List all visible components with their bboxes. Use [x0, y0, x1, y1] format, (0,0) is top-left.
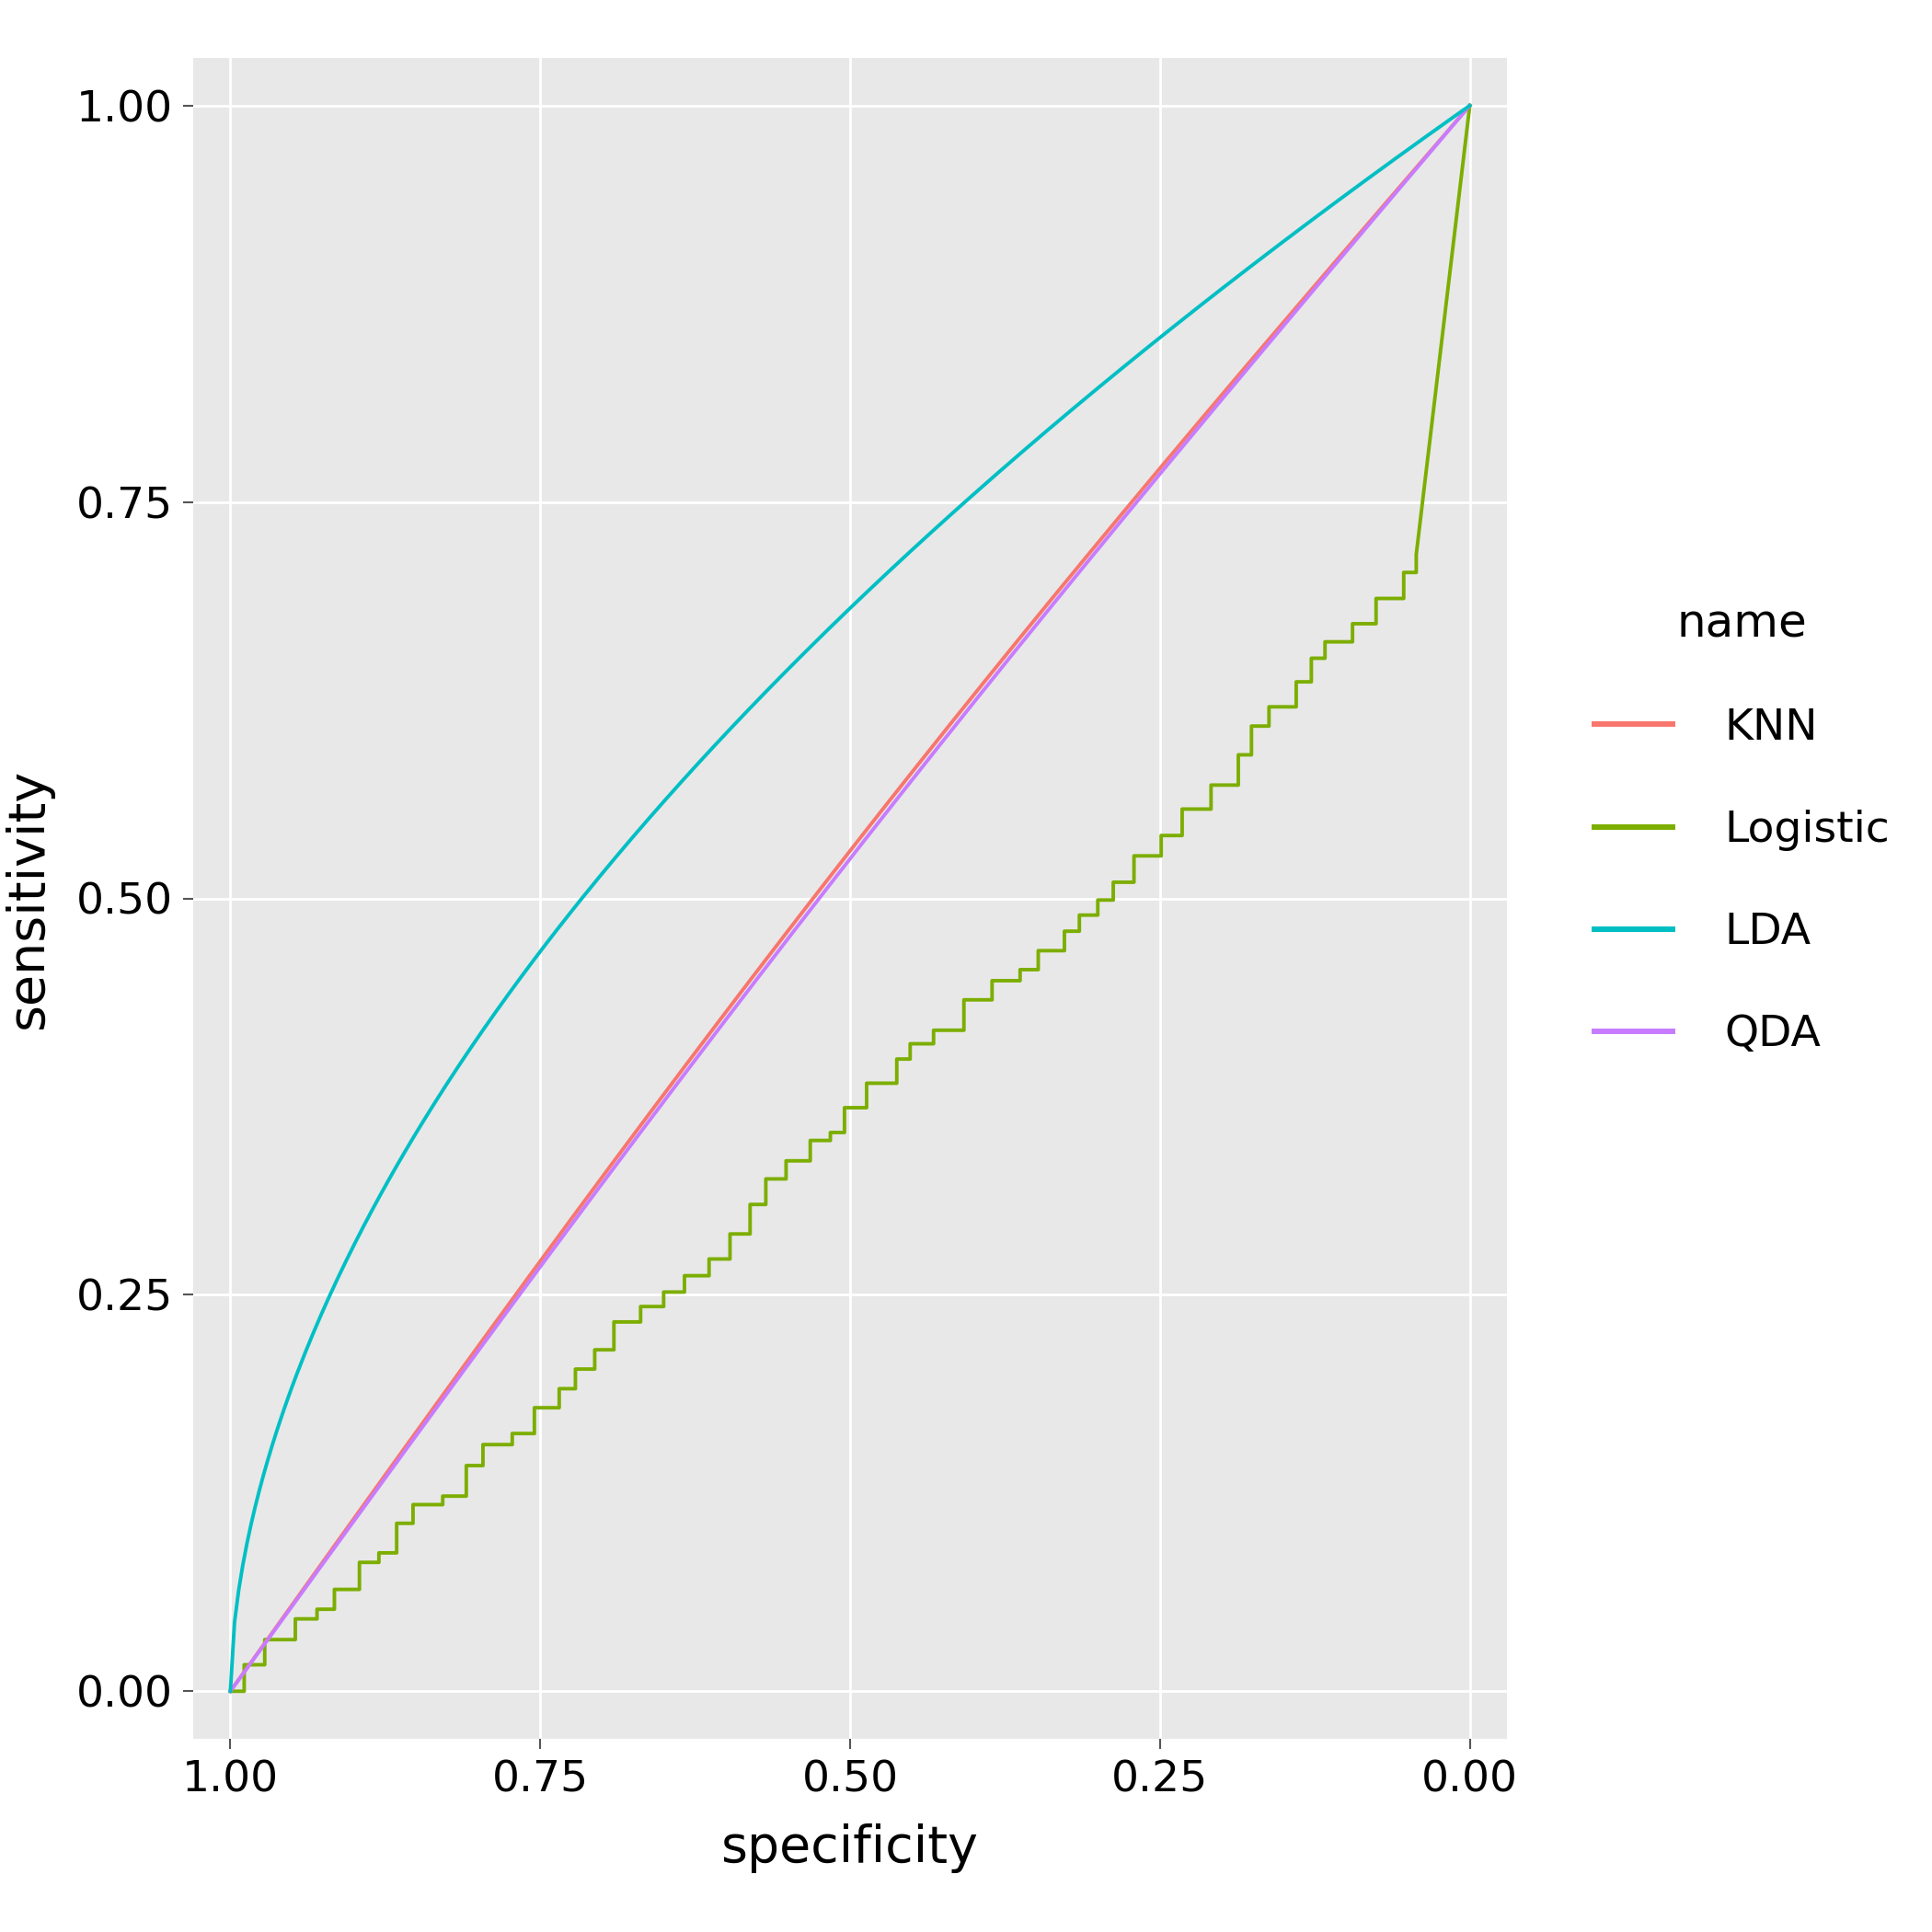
- Y-axis label: sensitivity: sensitivity: [4, 769, 52, 1028]
- X-axis label: specificity: specificity: [721, 1824, 980, 1874]
- Legend: KNN, Logistic, LDA, QDA: KNN, Logistic, LDA, QDA: [1542, 551, 1932, 1107]
